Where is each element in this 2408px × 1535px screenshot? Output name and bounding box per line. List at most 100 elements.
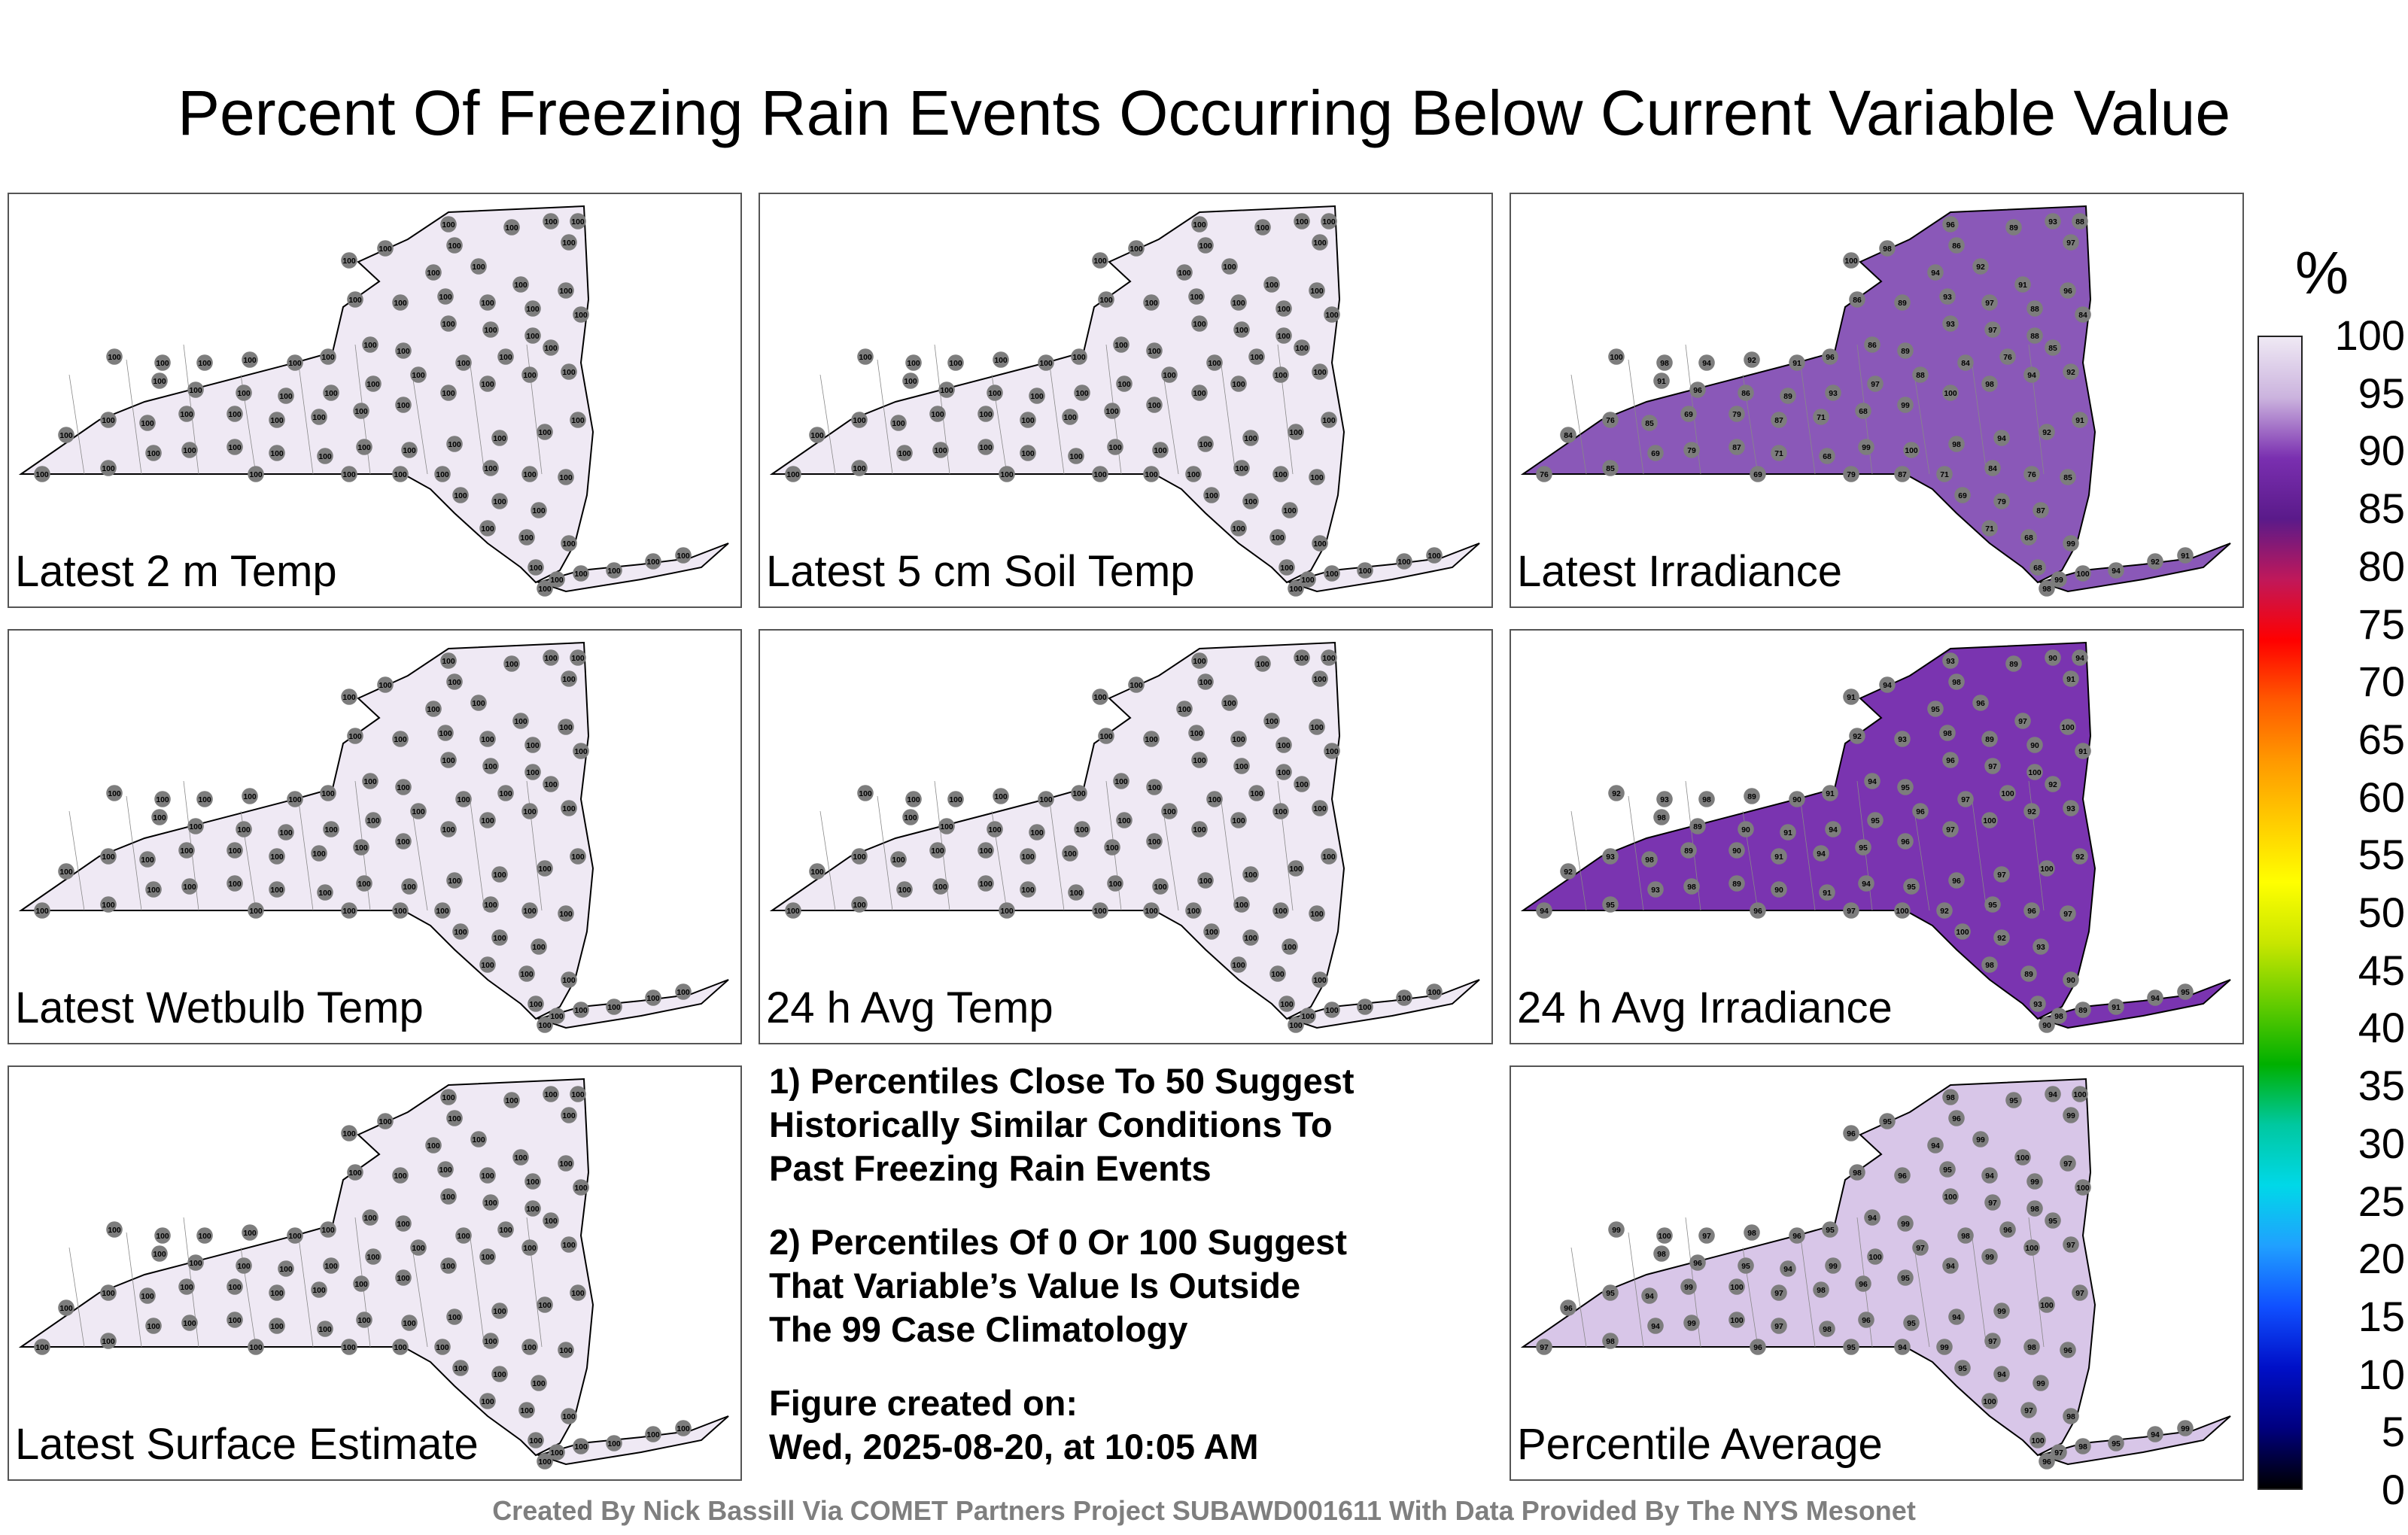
station-dot [425,1137,442,1154]
station-dot [1849,291,1865,308]
station-value: 100 [931,847,944,856]
station-value: 100 [979,444,993,452]
station-dot [543,776,559,792]
station-dot [1864,336,1880,353]
station-dot [896,445,913,461]
station-value: 100 [979,847,993,856]
station-marker: 100 [1230,731,1247,747]
station-dot [440,652,457,669]
station-marker: 100 [356,1312,372,1328]
station-dot [470,695,487,711]
station-marker: 98 [1813,1281,1829,1298]
station-dot [187,1254,204,1271]
station-marker: 100 [537,580,553,597]
station-value: 100 [892,420,905,428]
station-marker: 95 [1867,812,1884,828]
station-marker: 97 [1843,902,1859,919]
station-dot [1867,1248,1884,1265]
station-value: 100 [318,1326,332,1334]
station-marker: 100 [537,1017,553,1033]
county-line [297,795,314,911]
station-value: 100 [348,733,362,741]
station-dot [269,848,285,865]
station-dot [1927,264,1944,281]
station-dot [1641,851,1658,868]
station-dot [977,875,994,892]
station-value: 100 [979,880,993,889]
station-dot [440,1257,457,1274]
station-marker: 90 [1771,881,1787,898]
station-marker: 100 [269,1284,285,1301]
station-dot [1894,902,1911,919]
station-value: 100 [514,718,528,726]
station-marker: 100 [440,821,457,837]
station-value: 100 [312,850,326,859]
station-dot [227,1312,243,1328]
station-dot [1897,1215,1914,1232]
state-outline [18,1078,594,1457]
county-line [68,374,85,475]
station-marker: 100 [1981,1393,1998,1409]
station-dot [2177,1420,2194,1436]
station-marker: 96 [1789,1227,1805,1244]
station-marker: 100 [491,929,508,946]
station-marker: 89 [2005,219,2022,236]
station-dot [1689,1254,1706,1271]
station-marker: 100 [446,1110,463,1126]
station-value: 100 [1313,540,1327,549]
station-value: 97 [2024,1407,2033,1415]
station-dot [1656,1227,1673,1244]
station-dot [1954,1360,1971,1376]
station-marker: 100 [1288,1017,1304,1033]
station-marker: 98 [1656,354,1673,371]
station-value: 100 [1280,564,1294,573]
station-marker: 100 [1843,252,1859,269]
station-marker: 100 [570,412,586,428]
station-marker: 100 [1324,565,1340,582]
station-dot [2075,1179,2091,1196]
station-marker: 100 [573,1002,589,1018]
station-marker: 100 [347,1164,363,1181]
station-value: 100 [442,221,455,229]
station-marker: 89 [2005,655,2022,672]
station-dot [521,803,538,819]
station-marker: 100 [106,348,123,365]
map-panel: 99 100 97 98 96 95 94 99 100 97 98 96 95 94 99 100 97 98 9… [1510,1065,2244,1481]
station-value: 100 [499,1226,512,1235]
station-value: 100 [493,935,506,943]
station-marker: 90 [2045,649,2061,666]
station-marker: 100 [341,1125,357,1141]
station-marker: 94 [2023,366,2040,383]
station-value: 93 [1946,321,1955,329]
station-marker: 94 [1894,1339,1911,1355]
station-value: 100 [529,564,543,573]
station-dot [1993,1366,2010,1382]
station-value: 100 [1610,354,1623,362]
station-dot [1294,776,1310,792]
station-value: 100 [1193,826,1206,834]
station-dot [1858,875,1874,892]
station-value: 100 [141,856,154,865]
station-dot [993,351,1009,368]
station-marker: 100 [993,351,1009,368]
station-value: 100 [1244,935,1257,943]
station-dot [518,965,535,982]
station-marker: 100 [353,839,369,856]
station-dot [549,571,565,588]
station-dot [100,412,117,428]
station-value: 100 [156,1233,169,1241]
station-value: 100 [1310,724,1324,732]
station-value: 100 [1187,471,1200,479]
station-marker: 100 [1098,728,1114,744]
station-value: 100 [147,886,160,895]
station-value: 100 [1193,757,1206,765]
station-marker: 100 [1269,529,1286,546]
station-dot [2177,983,2194,1000]
station-dot [154,791,171,807]
station-dot [395,1215,412,1232]
colorbar-unit: % [2295,239,2349,306]
station-dot [890,415,907,431]
station-dot [446,872,463,889]
station-dot [1993,430,2010,446]
station-marker: 100 [227,406,243,422]
